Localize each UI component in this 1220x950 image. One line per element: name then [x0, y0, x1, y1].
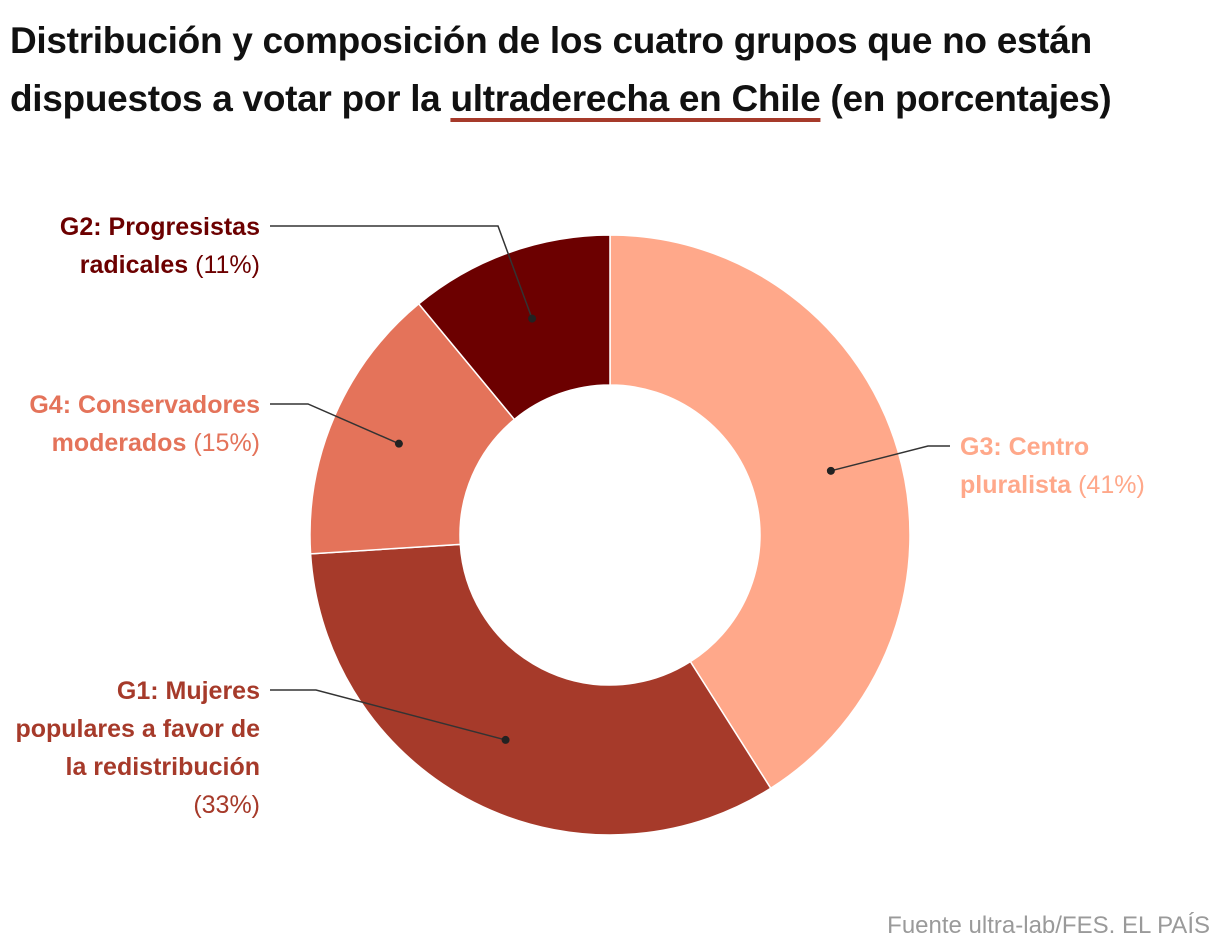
slice-pct-g2: (11%)	[195, 251, 260, 279]
donut-slice-g1	[309, 543, 772, 836]
slice-pct-g4: (15%)	[193, 429, 260, 457]
slice-pct-g1: (33%)	[193, 791, 260, 819]
donut-slice-g2	[417, 234, 611, 421]
leader-dot-g2	[528, 314, 537, 323]
slice-name-g2: G2: Progresistas radicales	[59, 213, 260, 279]
chart-title: Distribución y composición de los cuatro…	[10, 12, 1200, 128]
leader-dot-g1	[501, 735, 510, 744]
slice-name-g1: G1: Mujeres populares a favor de la redi…	[15, 677, 260, 781]
slice-label-g2: G2: Progresistas radicales (11%)	[10, 208, 260, 284]
title-text-end: (en porcentajes)	[820, 78, 1112, 119]
label-leader-lines	[270, 225, 950, 744]
slice-label-g4: G4: Conservadores moderados (15%)	[10, 386, 260, 462]
title-text: Distribución y composición de los cuatro…	[10, 20, 1092, 119]
leader-line-g3	[830, 445, 950, 472]
slice-label-g1: G1: Mujeres populares a favor de la redi…	[10, 672, 260, 824]
donut-slice-g3	[609, 234, 911, 790]
slice-pct-g3: (41%)	[1078, 471, 1145, 499]
leader-dot-g3	[826, 466, 835, 475]
title-highlight: ultraderecha en Chile	[450, 78, 821, 119]
source-note: Fuente ultra-lab/FES. EL PAÍS	[887, 912, 1210, 939]
donut-slices	[309, 234, 911, 836]
slice-name-g3: G3: Centro pluralista	[960, 433, 1090, 499]
leader-line-g1	[270, 689, 506, 741]
leader-line-g2	[270, 225, 533, 319]
slice-name-g4: G4: Conservadores moderados	[29, 391, 260, 457]
slice-label-g3: G3: Centro pluralista (41%)	[960, 428, 1200, 504]
donut-slice-g4	[309, 302, 516, 555]
leader-dot-g4	[394, 439, 403, 448]
leader-line-g4	[270, 403, 400, 445]
